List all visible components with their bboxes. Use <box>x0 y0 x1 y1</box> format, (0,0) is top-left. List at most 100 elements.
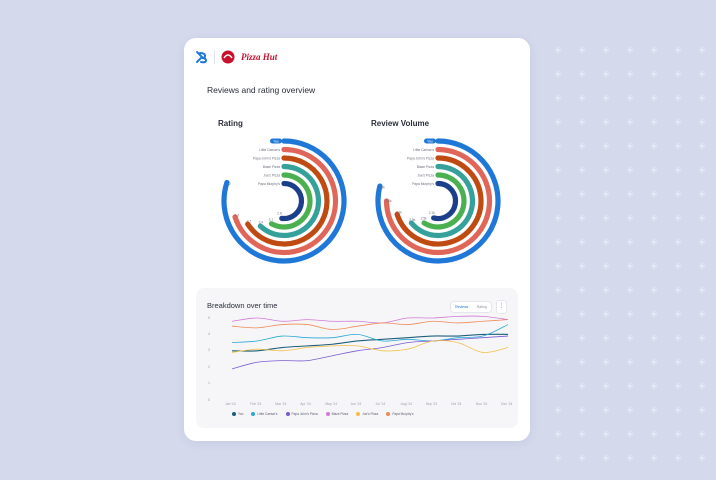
bg-plus-mark <box>699 383 705 389</box>
radial-ring[interactable] <box>375 138 501 264</box>
bg-plus-mark <box>603 119 609 125</box>
bg-plus-mark <box>627 287 633 293</box>
bg-plus-mark <box>627 143 633 149</box>
bg-plus-mark <box>579 167 585 173</box>
bg-plus-mark <box>579 239 585 245</box>
bg-plus-mark <box>603 191 609 197</box>
bg-plus-mark <box>603 335 609 341</box>
bg-plus-mark <box>603 47 609 53</box>
legend-item[interactable]: Joe's Pizza <box>356 412 378 416</box>
bg-plus-mark <box>675 71 681 77</box>
bg-plus-mark <box>579 95 585 101</box>
ring-label: Little Caesar's <box>413 148 434 152</box>
bg-plus-mark <box>555 263 561 269</box>
radial-ring[interactable] <box>268 172 313 230</box>
bg-plus-mark <box>699 215 705 221</box>
radial-ring[interactable] <box>279 180 305 222</box>
legend-label: Blaze Pizza <box>331 412 349 416</box>
x-tick-label: Aug '24 <box>400 402 413 406</box>
series-line[interactable] <box>231 315 509 324</box>
series-line[interactable] <box>231 333 509 352</box>
x-tick-label: Jun '24 <box>350 402 362 406</box>
bg-plus-mark <box>555 455 561 461</box>
bg-plus-mark <box>603 95 609 101</box>
series-line[interactable] <box>231 340 509 353</box>
ring-value-label: 3.5k <box>385 199 391 203</box>
bg-plus-mark <box>699 167 705 173</box>
bg-plus-mark <box>699 191 705 197</box>
legend-label: Papa John's Pizza <box>291 412 318 416</box>
bg-plus-mark <box>579 191 585 197</box>
radial-ring[interactable] <box>394 155 484 247</box>
radial-ring[interactable] <box>221 138 347 264</box>
bg-plus-mark <box>651 455 657 461</box>
series-line[interactable] <box>231 319 509 330</box>
bg-plus-mark <box>699 143 705 149</box>
x-tick-label: Oct '24 <box>450 402 462 406</box>
bg-plus-mark <box>699 47 705 53</box>
rating-radial-chart: You 4.2 Little Caesar's 4.0 Papa John's Pizz… <box>221 138 347 264</box>
legend-label: You <box>238 412 244 416</box>
bg-plus-mark <box>627 455 633 461</box>
bg-plus-mark <box>579 311 585 317</box>
ring-value-label: 3.1 <box>269 217 274 221</box>
more-vertical-icon[interactable]: ⋮ <box>496 300 507 314</box>
bg-plus-mark <box>627 239 633 245</box>
legend-dot <box>232 412 236 416</box>
legend-item[interactable]: Little Caesar's <box>251 412 278 416</box>
bg-plus-mark <box>675 407 681 413</box>
radial-ring[interactable] <box>257 163 322 239</box>
y-tick-label: 5 <box>208 315 210 320</box>
bg-plus-mark <box>603 263 609 269</box>
ring-label: Papa John's Pizza <box>253 156 280 160</box>
bg-plus-mark <box>555 239 561 245</box>
legend-label: Little Caesar's <box>257 412 278 416</box>
ring-value-label: 4.0 <box>235 213 240 217</box>
bg-plus-mark <box>579 383 585 389</box>
x-tick-label: Sep '24 <box>425 402 438 406</box>
y-tick-label: 2 <box>208 364 210 369</box>
bg-plus-mark <box>651 311 657 317</box>
bg-plus-mark <box>675 335 681 341</box>
y-tick-label: 1 <box>208 381 210 386</box>
series-line[interactable] <box>231 335 509 370</box>
series-line[interactable] <box>231 324 509 343</box>
bg-plus-mark <box>699 95 705 101</box>
x-tick-label: Apr '24 <box>300 402 311 406</box>
ring-value-label: 3.4 <box>259 221 264 225</box>
radial-ring[interactable] <box>383 146 493 256</box>
legend-item[interactable]: Papa John's Pizza <box>285 412 318 416</box>
legend-dot <box>356 412 361 416</box>
ring-label: Joe's Pizza <box>263 173 280 177</box>
bg-plus-mark <box>603 239 609 245</box>
radial-ring[interactable] <box>245 155 330 247</box>
bg-plus-mark <box>603 143 609 149</box>
radial-ring[interactable] <box>421 172 467 230</box>
ring-label: Papa John's Pizza <box>407 156 434 160</box>
bg-plus-mark <box>603 167 609 173</box>
legend-item[interactable]: You <box>232 412 243 416</box>
legend-label: Papa Murphy's <box>392 412 414 416</box>
legend-item[interactable]: Papa Murphy's <box>386 412 413 416</box>
radial-ring[interactable] <box>431 180 459 222</box>
bg-plus-mark <box>651 431 657 437</box>
bg-plus-mark <box>675 287 681 293</box>
bg-plus-mark <box>675 167 681 173</box>
bg-plus-mark <box>579 119 585 125</box>
volume-radial-chart: You 3.9k Little Caesar's 3.5k Papa John's Pi… <box>375 138 501 264</box>
pizza-hut-logo-icon <box>221 50 235 64</box>
bg-plus-mark <box>603 407 609 413</box>
bg-plus-mark <box>651 191 657 197</box>
radial-ring[interactable] <box>408 163 476 239</box>
bg-plus-mark <box>675 143 681 149</box>
legend-item[interactable]: Blaze Pizza <box>325 412 349 416</box>
radial-ring[interactable] <box>232 146 339 256</box>
bg-plus-mark <box>699 263 705 269</box>
ring-label: Papa Murphy's <box>258 182 280 186</box>
bg-plus-mark <box>699 407 705 413</box>
bg-plus-mark <box>675 383 681 389</box>
bg-plus-mark <box>699 239 705 245</box>
toggle-rating[interactable]: Rating <box>476 305 487 309</box>
toggle-reviews[interactable]: Reviews <box>455 305 469 309</box>
